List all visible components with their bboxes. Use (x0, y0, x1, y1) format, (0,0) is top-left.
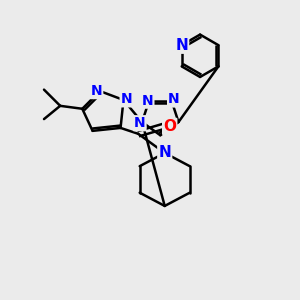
Text: N: N (158, 146, 171, 160)
Text: O: O (163, 119, 176, 134)
Text: N: N (121, 92, 132, 106)
Text: N: N (142, 94, 153, 108)
Text: N: N (175, 38, 188, 53)
Text: N: N (168, 92, 180, 106)
Text: N: N (91, 84, 102, 98)
Text: N: N (134, 116, 146, 130)
